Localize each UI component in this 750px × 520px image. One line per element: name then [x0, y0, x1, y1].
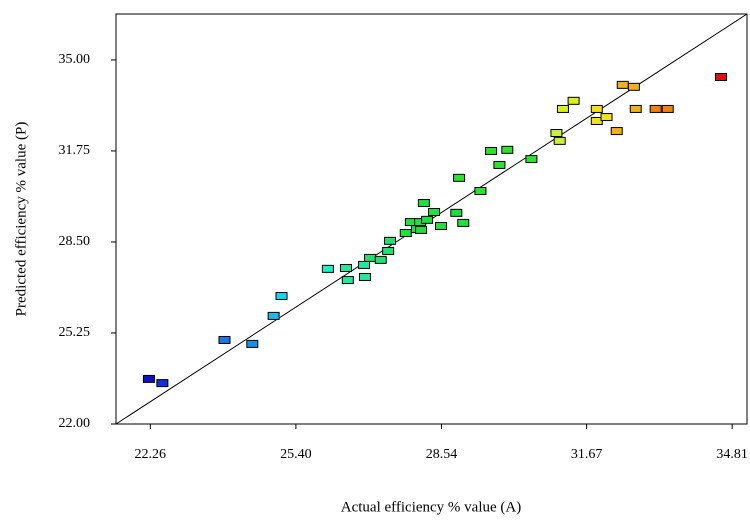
- point: [399, 229, 412, 238]
- point: [629, 104, 642, 113]
- x-tick-label: 34.81: [716, 447, 748, 462]
- point: [556, 104, 569, 113]
- point: [421, 215, 434, 224]
- point: [415, 225, 428, 234]
- x-tick-label: 31.67: [571, 447, 603, 462]
- x-tick-label: 28.54: [426, 447, 458, 462]
- point: [501, 145, 514, 154]
- point: [364, 253, 377, 262]
- point: [649, 104, 662, 113]
- point: [550, 129, 563, 138]
- point: [321, 264, 334, 273]
- point: [435, 222, 448, 231]
- point: [156, 379, 169, 388]
- point: [246, 339, 259, 348]
- point: [661, 104, 674, 113]
- point: [267, 311, 280, 320]
- point: [553, 136, 566, 145]
- point: [627, 82, 640, 91]
- x-tick-label: 25.40: [280, 447, 312, 462]
- y-tick-label: 28.50: [59, 234, 91, 249]
- point: [142, 374, 155, 383]
- point: [457, 218, 470, 227]
- point: [600, 113, 613, 122]
- point: [567, 96, 580, 105]
- y-tick-label: 35.00: [59, 52, 91, 67]
- point: [485, 146, 498, 155]
- plot-frame: [115, 13, 748, 425]
- point: [610, 127, 623, 136]
- point: [715, 73, 728, 82]
- point: [428, 207, 441, 216]
- point: [384, 236, 397, 245]
- point: [590, 104, 603, 113]
- point: [358, 260, 371, 269]
- x-tick-label: 22.26: [135, 447, 167, 462]
- point: [450, 208, 463, 217]
- point: [358, 272, 371, 281]
- y-tick-label: 31.75: [59, 143, 91, 158]
- point: [474, 186, 487, 195]
- point: [616, 80, 629, 89]
- point: [525, 155, 538, 164]
- y-tick-label: 22.00: [59, 416, 91, 431]
- x-axis-title: Actual efficiency % value (A): [341, 499, 521, 515]
- y-axis-title: Predicted efficiency % value (P): [13, 122, 29, 317]
- point: [374, 255, 387, 264]
- point: [341, 276, 354, 285]
- point: [453, 173, 466, 182]
- point: [275, 292, 288, 301]
- y-tick-label: 25.25: [59, 325, 91, 340]
- point: [493, 160, 506, 169]
- point: [339, 264, 352, 273]
- point: [417, 199, 430, 208]
- point: [218, 335, 231, 344]
- point: [382, 246, 395, 255]
